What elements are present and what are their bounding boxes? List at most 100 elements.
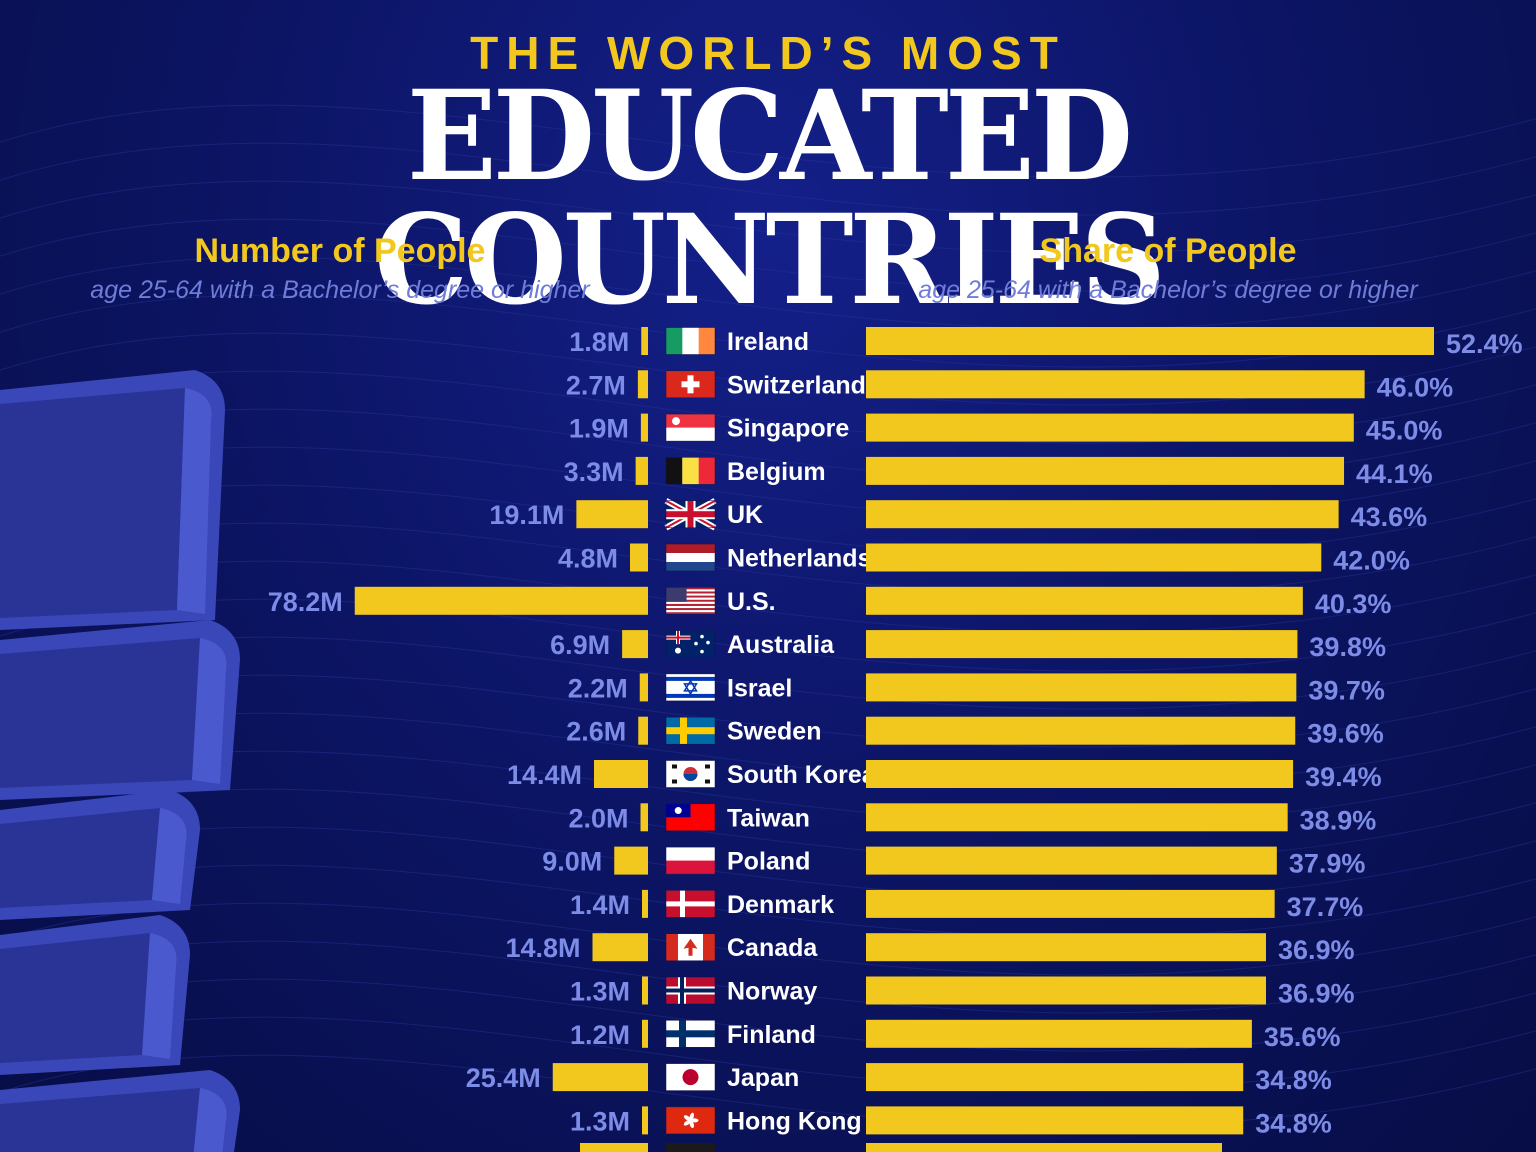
right-bar: [866, 1106, 1244, 1135]
country-label: Switzerland: [727, 371, 866, 399]
swirl-line: [0, 256, 1536, 330]
left-value-label: 25.4M: [466, 1063, 541, 1093]
left-value-label: 6.9M: [550, 630, 610, 660]
right-bar: [866, 760, 1294, 788]
page-title: EDUCATED COUNTRIES: [374, 62, 1166, 333]
left-bar: [639, 673, 648, 702]
right-value-label: 34.8%: [1255, 1108, 1332, 1138]
taiwan-flag-icon: [665, 803, 716, 832]
left-bar-cropped: [580, 1143, 648, 1152]
right-value-label: 42.0%: [1333, 546, 1410, 576]
left-bar: [642, 1106, 648, 1135]
israel-flag-icon: [665, 673, 716, 702]
flag-icon-cropped: [666, 1143, 715, 1152]
country-label: UK: [727, 501, 763, 529]
right-value-label: 44.1%: [1356, 459, 1433, 489]
left-value-label: 1.4M: [570, 890, 630, 920]
right-value-label: 45.0%: [1366, 416, 1443, 446]
right-panel-heading: Share of People: [1039, 232, 1297, 270]
title-kicker: THE WORLD’S MOST: [470, 27, 1066, 79]
left-bar: [638, 716, 648, 745]
country-label: Taiwan: [727, 804, 810, 832]
right-bar: [866, 846, 1277, 875]
left-value-label: 78.2M: [268, 587, 343, 617]
sweden-flag-icon: [665, 716, 716, 745]
right-bar: [866, 500, 1339, 529]
right-bar: [866, 803, 1288, 832]
right-value-label: 34.8%: [1255, 1065, 1332, 1095]
left-value-label: 4.8M: [558, 544, 618, 574]
country-label: Ireland: [727, 328, 809, 356]
poland-flag-icon: [665, 846, 716, 875]
book: [0, 1070, 240, 1152]
right-bar: [866, 543, 1322, 572]
left-bar: [622, 630, 648, 659]
right-value-label: 39.6%: [1307, 719, 1384, 749]
left-value-label: 19.1M: [489, 500, 564, 530]
right-value-label: 39.8%: [1309, 632, 1386, 662]
country-label: Singapore: [727, 415, 849, 443]
book: [0, 790, 200, 920]
left-bar: [642, 1019, 648, 1048]
right-bar: [866, 327, 1434, 355]
right-bar: [866, 1063, 1244, 1092]
book: [0, 620, 240, 800]
south-korea-flag-icon: [665, 760, 716, 788]
hong-kong-flag-icon: [665, 1106, 716, 1135]
swirl-line: [0, 142, 1536, 216]
swirl-line: [0, 218, 1536, 292]
norway-flag-icon: [665, 976, 716, 1005]
book: [0, 370, 225, 630]
right-bar: [866, 976, 1266, 1005]
right-value-label: 39.4%: [1305, 762, 1382, 792]
right-bar: [866, 673, 1297, 702]
right-bar: [866, 889, 1275, 918]
left-bar: [552, 1063, 648, 1092]
left-value-label: 14.8M: [505, 933, 580, 963]
country-label: Israel: [727, 674, 792, 702]
right-bar: [866, 370, 1365, 399]
left-bar: [640, 803, 648, 832]
country-label: Poland: [727, 848, 810, 876]
country-label: Belgium: [727, 458, 826, 486]
left-value-label: 1.3M: [570, 1106, 630, 1136]
left-value-label: 3.3M: [564, 457, 624, 487]
denmark-flag-icon: [665, 890, 716, 918]
country-label: Hong Kong: [727, 1107, 862, 1135]
right-value-label: 43.6%: [1351, 502, 1428, 532]
left-value-label: 2.6M: [566, 717, 626, 747]
left-bar: [642, 889, 648, 918]
left-value-label: 2.0M: [568, 803, 628, 833]
left-bar: [614, 846, 648, 875]
country-label: Denmark: [727, 891, 834, 919]
right-value-label: 39.7%: [1308, 675, 1385, 705]
country-label: U.S.: [727, 588, 776, 616]
country-label: Finland: [727, 1021, 816, 1049]
switzerland-flag-icon: [665, 370, 716, 399]
left-value-label: 1.9M: [569, 414, 629, 444]
swirl-line: [0, 180, 1536, 254]
left-bar: [642, 976, 648, 1005]
right-panel-subheading: age 25-64 with a Bachelor’s degree or hi…: [918, 276, 1418, 304]
finland-flag-icon: [665, 1020, 716, 1048]
canada-flag-icon: [665, 933, 716, 961]
left-value-label: 9.0M: [542, 847, 602, 877]
us-flag-icon: [665, 587, 716, 615]
right-value-label: 37.9%: [1289, 849, 1366, 879]
right-value-label: 46.0%: [1377, 372, 1454, 402]
right-value-label: 36.9%: [1278, 935, 1355, 965]
stacked-books-illustration: [0, 370, 240, 1152]
left-bar: [592, 933, 648, 962]
australia-flag-icon: [665, 630, 716, 658]
left-bar: [354, 586, 648, 615]
left-value-label: 2.7M: [566, 370, 626, 400]
right-bar: [866, 1019, 1252, 1048]
left-bar: [576, 500, 648, 529]
left-value-label: 14.4M: [507, 760, 582, 790]
left-bar: [640, 413, 648, 442]
left-value-label: 1.2M: [570, 1020, 630, 1050]
right-bar: [866, 630, 1298, 659]
country-label: Sweden: [727, 718, 821, 746]
right-bar: [866, 933, 1266, 962]
